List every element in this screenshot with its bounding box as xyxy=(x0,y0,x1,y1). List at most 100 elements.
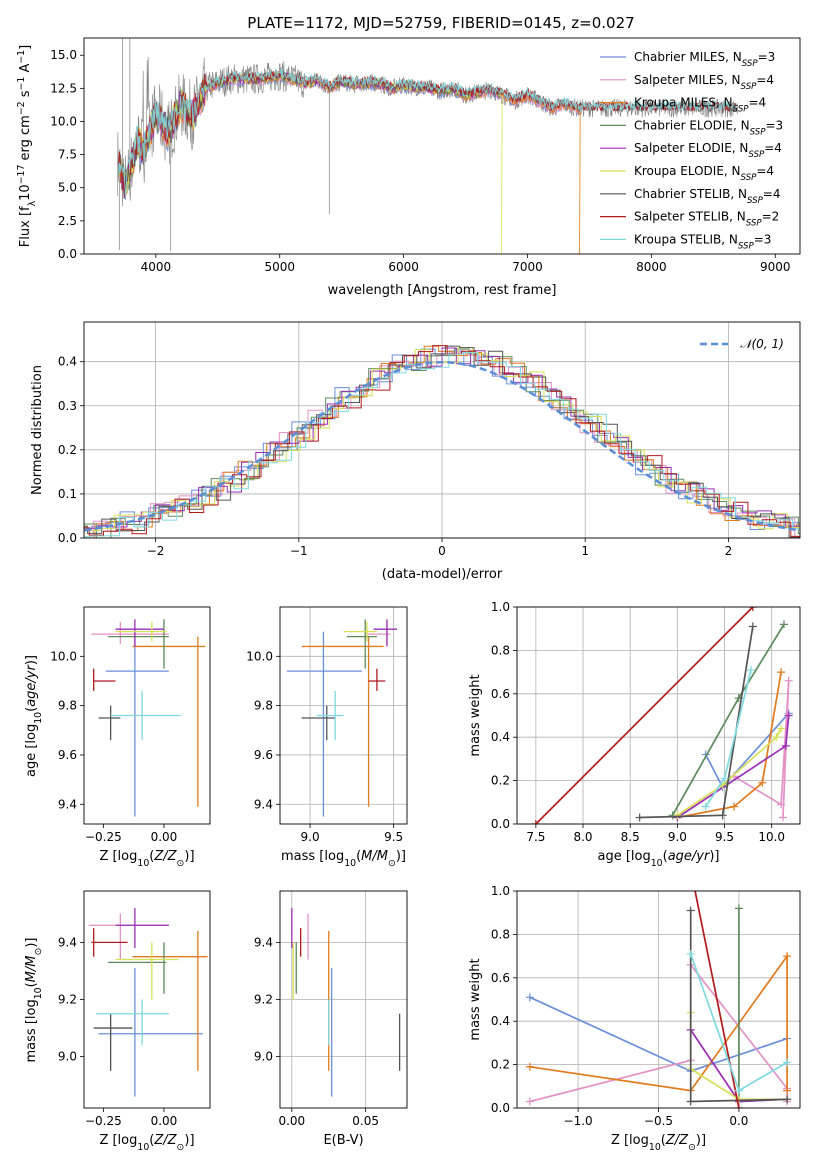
mass-weight-marker xyxy=(635,813,644,822)
x-tick-label: −2 xyxy=(147,544,165,558)
residuals-y-label: Normed distribution xyxy=(30,365,45,495)
y-tick-label: 9.2 xyxy=(254,993,273,1007)
histogram-step xyxy=(84,351,800,538)
y-tick-label: 0.2 xyxy=(491,774,510,788)
y-tick-label: 10.0 xyxy=(246,649,273,663)
y-tick-label: 9.8 xyxy=(254,699,273,713)
legend-label: Kroupa STELIB, NSSP=3 xyxy=(634,232,771,251)
mass-weight-marker xyxy=(779,813,788,822)
x-axis-label: E(B-V) xyxy=(323,1133,363,1148)
model-spectrum-line xyxy=(118,67,739,196)
y-tick-label: 9.0 xyxy=(58,1050,77,1064)
x-axis-label: Z [log10(Z/Z⊙)] xyxy=(611,1133,706,1153)
y-tick-label: 9.0 xyxy=(254,1050,273,1064)
y-tick-label: 15.0 xyxy=(50,48,77,62)
mass-weight-marker xyxy=(777,668,786,677)
plot-area xyxy=(525,865,792,1108)
y-tick-label: 0.4 xyxy=(491,730,510,744)
spectrum-panel: 4000 5000 6000 7000 8000 9000 0.0 2.5 5.0 7.5 10.0… xyxy=(16,37,801,298)
legend-label: Chabrier MILES, NSSP=3 xyxy=(634,50,775,69)
legend-label: Salpeter ELODIE, NSSP=4 xyxy=(634,141,782,160)
mass-weight-marker xyxy=(525,1097,534,1106)
mass-weight-marker xyxy=(748,622,757,631)
x-tick-label: 7.5 xyxy=(526,830,545,844)
mass-weight-marker xyxy=(777,800,786,809)
mass-weight-marker xyxy=(686,949,695,958)
residuals-legend: 𝒩(0, 1) xyxy=(700,337,784,351)
histogram-step xyxy=(84,347,800,538)
legend-label: Chabrier STELIB, NSSP=4 xyxy=(634,187,781,206)
mass-weight-marker xyxy=(748,607,757,611)
mass-weight-marker xyxy=(686,1097,695,1106)
histogram-step xyxy=(84,345,800,537)
mass-weight-marker xyxy=(734,1095,743,1104)
residuals-x-label: (data-model)/error xyxy=(382,567,503,582)
y-tick-label: 0.0 xyxy=(491,817,510,831)
mass-weight-line xyxy=(671,623,785,816)
mass-weight-marker xyxy=(734,904,743,913)
x-tick-label: 0.00 xyxy=(278,1114,305,1128)
y-tick-label: 7.5 xyxy=(58,148,77,162)
mass-weight-marker xyxy=(701,802,710,811)
x-tick-label: 0 xyxy=(438,544,446,558)
y-axis-label: mass weight xyxy=(468,958,483,1040)
mass-weight-marker xyxy=(784,676,793,685)
plot-area xyxy=(531,607,793,824)
y-tick-label: 1.0 xyxy=(491,600,510,614)
x-tick-label: 8.0 xyxy=(573,830,592,844)
x-tick-label: 7000 xyxy=(512,260,543,274)
plot-area xyxy=(291,908,401,1097)
x-axis-label: mass [log10(M/M⊙)] xyxy=(281,849,406,869)
legend-label: Kroupa MILES, NSSP=4 xyxy=(634,96,766,115)
x-tick-label: 10.0 xyxy=(758,830,785,844)
x-axis-label: Z [log10(Z/Z⊙)] xyxy=(99,849,194,869)
mass-weight-marker xyxy=(784,711,793,720)
axes-frame xyxy=(83,606,211,825)
mass-weight-line xyxy=(639,626,754,819)
y-tick-label: 0.0 xyxy=(491,1101,510,1115)
axes-frame xyxy=(516,606,801,825)
mass-weight-marker xyxy=(783,1058,792,1067)
x-tick-label: −1 xyxy=(290,544,308,558)
histogram-step xyxy=(84,345,800,538)
mass-weight-marker xyxy=(729,802,738,811)
y-tick-label: 0.0 xyxy=(58,247,77,261)
y-tick-label: 1.0 xyxy=(491,884,510,898)
mass-weight-marker xyxy=(746,665,755,674)
y-tick-label: 0.1 xyxy=(58,487,77,501)
plot-area xyxy=(91,619,206,817)
mass-weight-line xyxy=(535,607,754,824)
model-spectrum-line xyxy=(118,70,503,254)
x-tick-label: 0.0 xyxy=(729,1114,748,1128)
y-axis-label: mass weight xyxy=(468,674,483,756)
y-tick-label: 9.4 xyxy=(58,935,77,949)
legend-label: Chabrier ELODIE, NSSP=3 xyxy=(634,118,783,137)
y-tick-label: 9.6 xyxy=(254,748,273,762)
massweight-vs-age-panel: 7.5 8.0 8.5 9.0 9.5 10.0 0.0 0.2 0.4 0.6 0.8 1.0 age… xyxy=(468,600,801,869)
x-tick-label: 9.5 xyxy=(715,830,734,844)
axes-frame xyxy=(83,321,801,539)
y-tick-label: 9.4 xyxy=(254,935,273,949)
y-tick-label: 10.0 xyxy=(50,114,77,128)
legend-label: Salpeter STELIB, NSSP=2 xyxy=(634,210,779,229)
mass-weight-marker xyxy=(777,724,786,733)
y-tick-label: 0.3 xyxy=(58,399,77,413)
age-vs-mass-panel: 9.0 9.5 9.4 9.6 9.8 10.0 mass [log10(M/M⊙)] xyxy=(246,606,408,869)
y-tick-label: 0.6 xyxy=(491,687,510,701)
histogram-step xyxy=(84,348,800,538)
mass-weight-marker xyxy=(783,1095,792,1104)
y-tick-label: 0.6 xyxy=(491,971,510,985)
y-tick-label: 5.0 xyxy=(58,181,77,195)
mass-weight-line xyxy=(704,712,790,789)
mass-weight-marker xyxy=(734,1104,743,1108)
y-tick-label: 0.0 xyxy=(58,531,77,545)
x-tick-label: 1 xyxy=(581,544,589,558)
mass-weight-marker xyxy=(673,811,682,820)
mass-weight-marker xyxy=(687,865,695,873)
mass-weight-marker xyxy=(772,733,781,742)
x-tick-label: 8.5 xyxy=(621,830,640,844)
y-tick-label: 0.4 xyxy=(58,355,77,369)
y-axis-label: age [log10(age/yr)] xyxy=(24,655,44,777)
x-tick-label: 9.5 xyxy=(384,830,403,844)
